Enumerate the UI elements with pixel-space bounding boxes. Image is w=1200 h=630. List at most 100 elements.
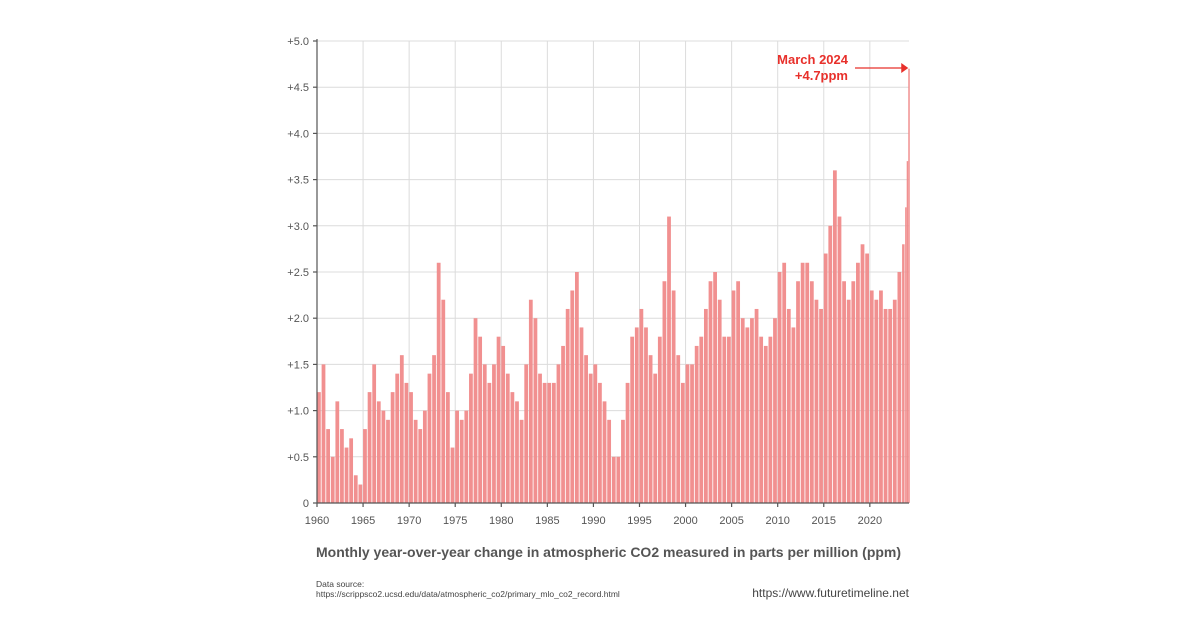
data-bar	[547, 382, 552, 503]
data-bar	[717, 299, 722, 503]
data-bar	[680, 382, 685, 503]
data-bar	[902, 244, 905, 503]
data-bar	[846, 299, 851, 503]
data-bar	[611, 456, 616, 503]
website-link[interactable]: https://www.futuretimeline.net	[752, 586, 909, 600]
data-bar	[796, 281, 800, 503]
data-source-url[interactable]: https://scrippsco2.ucsd.edu/data/atmosph…	[316, 589, 620, 599]
data-bar	[593, 364, 598, 503]
data-bar	[703, 308, 708, 503]
data-bar	[616, 456, 621, 503]
data-bar	[469, 373, 473, 503]
data-bar	[690, 364, 694, 503]
data-bar	[404, 382, 409, 503]
data-bar	[653, 373, 658, 503]
data-bar	[630, 336, 635, 503]
x-tick-label: 1995	[627, 515, 651, 527]
data-bar	[376, 401, 381, 503]
data-bar	[390, 392, 395, 503]
data-bar	[584, 355, 588, 503]
data-bar	[330, 456, 335, 503]
data-bar	[464, 410, 469, 503]
data-bar	[832, 170, 837, 504]
data-bar	[492, 364, 496, 503]
data-bar	[648, 355, 653, 503]
data-bar	[533, 318, 538, 503]
annotation-arrowhead	[901, 63, 909, 73]
annotation-date-label: March 2024	[777, 52, 848, 67]
data-bar	[905, 207, 907, 503]
data-bar	[353, 475, 358, 503]
data-bar	[731, 290, 736, 503]
data-bar	[754, 308, 759, 503]
data-bar	[750, 318, 754, 503]
data-bar	[763, 345, 768, 503]
data-bar	[422, 410, 427, 503]
data-bar	[708, 281, 713, 503]
data-bar	[759, 336, 764, 503]
data-bar	[501, 345, 506, 503]
data-bar	[399, 355, 404, 503]
data-bar	[667, 216, 671, 503]
data-bar	[823, 253, 828, 503]
data-bar	[800, 262, 805, 503]
data-bar	[455, 410, 459, 503]
data-bar	[515, 401, 519, 503]
data-bar	[459, 419, 464, 503]
data-bar	[551, 382, 556, 503]
data-bar	[865, 253, 870, 503]
data-bar	[432, 355, 436, 503]
y-tick-label: +5.0	[287, 36, 309, 48]
data-bar	[542, 382, 547, 503]
data-bar	[842, 281, 846, 503]
data-bar	[413, 419, 418, 503]
data-bar	[791, 327, 796, 503]
data-bar	[662, 281, 667, 503]
data-bar	[736, 281, 741, 503]
x-tick-label: 1960	[305, 515, 329, 527]
data-bar	[478, 336, 483, 503]
data-bar	[874, 299, 879, 503]
y-tick-label: +2.0	[287, 313, 309, 325]
data-bar	[713, 272, 717, 503]
data-bar	[381, 410, 386, 503]
data-bar	[349, 438, 354, 503]
data-bar	[317, 392, 321, 503]
data-bar	[561, 345, 565, 503]
data-bar	[367, 392, 372, 503]
data-bar	[883, 308, 888, 503]
x-tick-label: 2005	[719, 515, 743, 527]
x-tick-label: 2000	[673, 515, 697, 527]
data-bar	[519, 419, 524, 503]
data-bar	[671, 290, 676, 503]
data-bar	[888, 308, 893, 503]
data-bar	[773, 318, 777, 503]
data-bar	[685, 364, 690, 503]
annotation-value-label: +4.7ppm	[794, 68, 848, 83]
data-bar	[634, 327, 639, 503]
data-bar	[436, 262, 441, 503]
data-bar	[745, 327, 750, 503]
data-bar	[869, 290, 874, 503]
x-tick-label: 1980	[489, 515, 513, 527]
data-bar	[644, 327, 648, 503]
data-bar	[598, 382, 602, 503]
x-tick-label: 1985	[535, 515, 559, 527]
data-bar	[326, 429, 330, 503]
data-bar	[386, 419, 390, 503]
y-tick-label: +1.0	[287, 406, 309, 418]
data-bar	[487, 382, 492, 503]
data-bar	[908, 68, 910, 503]
data-bar	[699, 336, 704, 503]
data-bar	[879, 290, 883, 503]
data-source-label: Data source:	[316, 579, 365, 589]
y-tick-label: +4.0	[287, 128, 309, 140]
data-bar	[321, 364, 326, 503]
data-bar	[607, 419, 612, 503]
y-tick-label: +2.5	[287, 267, 309, 279]
y-tick-label: 0	[303, 498, 309, 510]
data-bar	[538, 373, 542, 503]
data-bar	[570, 290, 575, 503]
data-bar	[473, 318, 478, 503]
